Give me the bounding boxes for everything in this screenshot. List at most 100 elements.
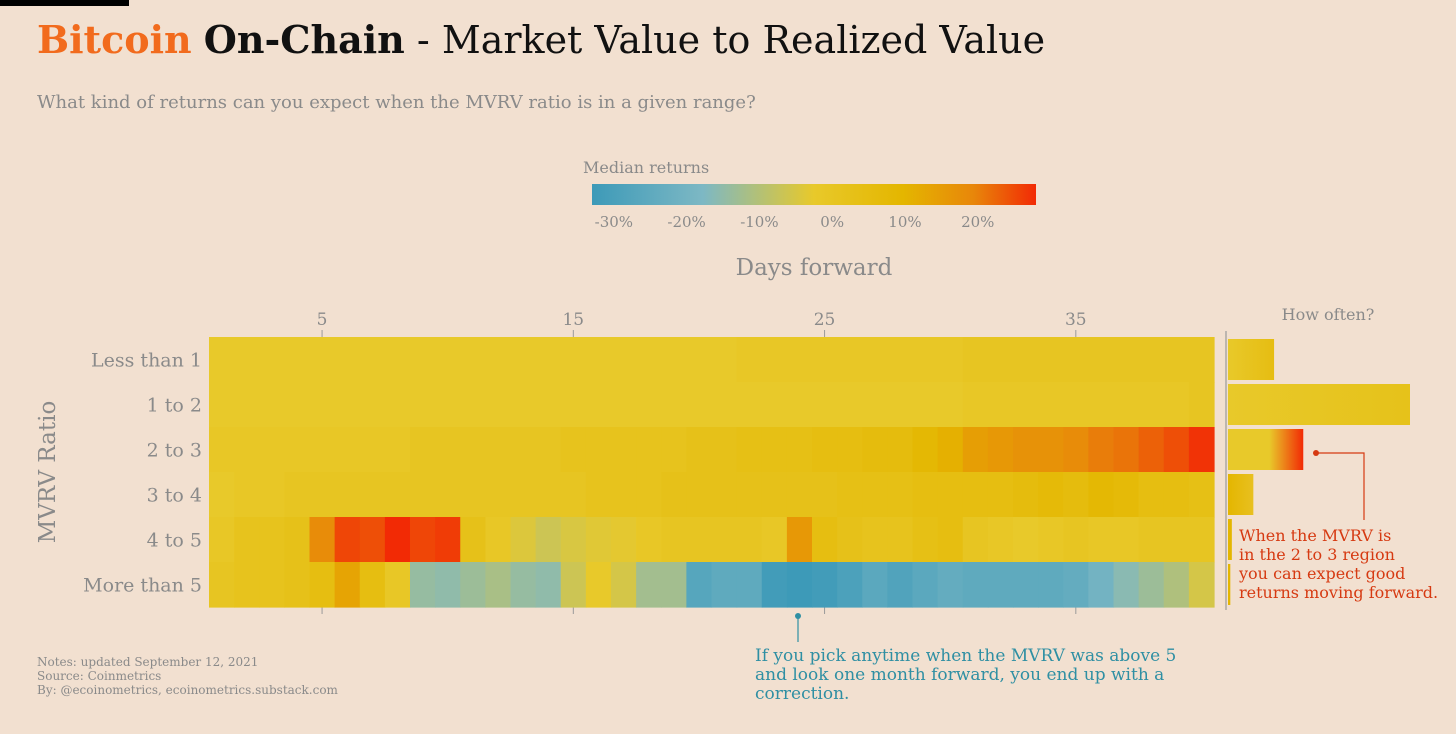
heatmap-cell: [786, 472, 813, 518]
heatmap-cell: [435, 337, 461, 383]
heatmap-cell: [1063, 427, 1089, 473]
how-often-bar: [1228, 564, 1231, 605]
heatmap-cell: [359, 337, 386, 383]
heatmap-cell: [1088, 382, 1115, 428]
heatmap-cell: [1088, 337, 1115, 383]
heatmap-cell: [686, 427, 713, 473]
heatmap-cell: [611, 472, 637, 518]
heatmap-cell: [937, 472, 964, 518]
heatmap-cell: [987, 472, 1014, 518]
heatmap-cell: [309, 382, 336, 428]
heatmap-cell: [359, 472, 386, 518]
heatmap-cell: [611, 337, 637, 383]
heatmap-cell: [1038, 562, 1064, 608]
x-axis-title: Days forward: [736, 255, 893, 281]
heatmap-cell: [1063, 517, 1089, 563]
title-series: On-Chain: [203, 17, 405, 62]
heatmap-cell: [1038, 427, 1064, 473]
heatmap-cell: [284, 337, 311, 383]
heatmap-cell: [1138, 472, 1165, 518]
heatmap-cell: [234, 427, 260, 473]
annotation-line: you can expect good: [1238, 564, 1405, 583]
heatmap-cell: [1013, 562, 1039, 608]
heatmap-cell: [1188, 382, 1215, 428]
title-main: Market Value to Realized Value: [441, 18, 1046, 62]
heatmap-cell: [812, 337, 838, 383]
heatmap-cell: [284, 427, 311, 473]
heatmap-cell: [1088, 562, 1115, 608]
heatmap-cell: [711, 562, 738, 608]
heatmap-cell: [736, 472, 763, 518]
heatmap-cell: [435, 517, 461, 563]
heatmap-cell: [962, 517, 989, 563]
heatmap-cell: [359, 427, 386, 473]
heatmap-cell: [460, 337, 486, 383]
heatmap-cell: [1088, 427, 1115, 473]
heatmap-cell: [761, 472, 788, 518]
heatmap-cell: [786, 562, 813, 608]
heatmap-cell: [485, 337, 512, 383]
heatmap-cell: [560, 382, 587, 428]
heatmap-cell: [435, 562, 461, 608]
heatmap-cell: [1163, 517, 1190, 563]
heatmap-cell: [359, 382, 386, 428]
heatmap-cell: [535, 472, 562, 518]
heatmap-cell: [887, 472, 914, 518]
heatmap-cell: [736, 337, 763, 383]
heatmap-cell: [661, 562, 687, 608]
heatmap-cell: [510, 517, 537, 563]
page-subtitle: What kind of returns can you expect when…: [37, 92, 756, 113]
heatmap-cell: [887, 517, 914, 563]
heatmap-cell: [812, 517, 838, 563]
annotation-line: When the MVRV is: [1239, 526, 1391, 545]
heatmap-cell: [736, 427, 763, 473]
notes-block: Notes: updated September 12, 2021 Source…: [37, 655, 338, 697]
heatmap-cell: [937, 427, 964, 473]
heatmap-cell: [209, 517, 235, 563]
heatmap-cell: [1088, 472, 1115, 518]
heatmap-cell: [1138, 382, 1165, 428]
heatmap-cell: [259, 562, 285, 608]
heatmap-cell: [259, 517, 285, 563]
heatmap-cell: [1188, 562, 1215, 608]
heatmap-cell: [786, 382, 813, 428]
heatmap-cell: [485, 472, 512, 518]
heatmap-cell: [887, 562, 914, 608]
heatmap-cell: [1038, 337, 1064, 383]
annotation-line: correction.: [755, 684, 849, 704]
heatmap-cell: [510, 382, 537, 428]
heatmap-cell: [1063, 382, 1089, 428]
heatmap-cell: [686, 382, 713, 428]
heatmap-cell: [912, 517, 939, 563]
heatmap-cell: [485, 382, 512, 428]
heatmap-cell: [761, 382, 788, 428]
heatmap-cell: [284, 517, 311, 563]
heatmap-cell: [334, 337, 361, 383]
heatmap-cell: [359, 517, 386, 563]
heatmap-cell: [259, 472, 285, 518]
heatmap-cell: [1013, 472, 1039, 518]
heatmap-cell: [1113, 562, 1140, 608]
annotation-line: If you pick anytime when the MVRV was ab…: [755, 646, 1176, 666]
heatmap-cell: [309, 472, 336, 518]
heatmap-cell: [535, 382, 562, 428]
legend-tick-label: 0%: [820, 213, 844, 231]
heatmap-cell: [912, 382, 939, 428]
heatmap-cell: [611, 562, 637, 608]
heatmap-cell: [435, 382, 461, 428]
annotation-line: and look one month forward, you end up w…: [755, 665, 1164, 685]
heatmap-cell: [611, 517, 637, 563]
heatmap-cell: [585, 427, 612, 473]
heatmap-cell: [1038, 472, 1064, 518]
heatmap-cell: [786, 427, 813, 473]
heatmap-cell: [1188, 427, 1215, 473]
heatmap-cell: [636, 337, 662, 383]
heatmap-cell: [259, 382, 285, 428]
heatmap-cell: [334, 427, 361, 473]
heatmap-cell: [686, 517, 713, 563]
heatmap-cell: [786, 517, 813, 563]
heatmap-cell: [209, 472, 235, 518]
heatmap-cell: [1013, 337, 1039, 383]
heatmap-cell: [1163, 382, 1190, 428]
heatmap-cell: [736, 562, 763, 608]
